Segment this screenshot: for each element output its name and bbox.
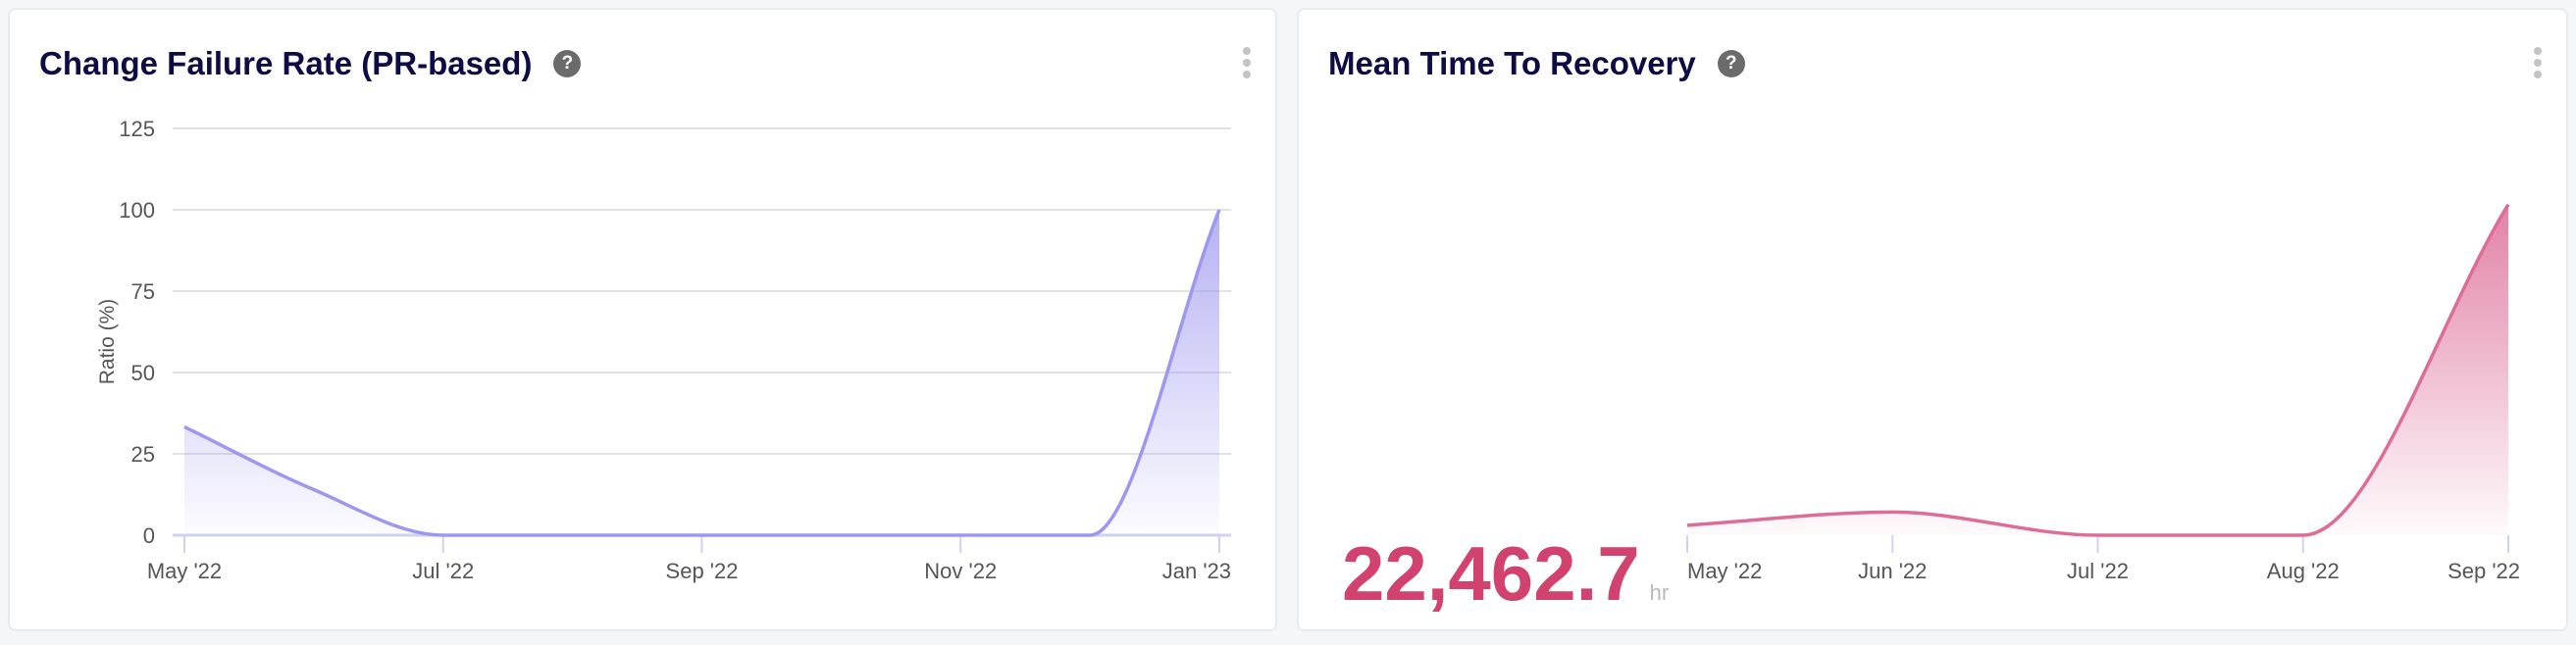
y-tick-label: 25 xyxy=(131,442,155,467)
y-tick-label: 50 xyxy=(131,361,155,385)
more-options-icon[interactable] xyxy=(2533,47,2543,78)
x-tick-label: May '22 xyxy=(1687,559,1762,583)
more-options-icon[interactable] xyxy=(1242,47,1252,78)
y-tick-label: 75 xyxy=(131,279,155,304)
series-line xyxy=(183,209,1221,537)
x-tick-label: Jan '23 xyxy=(1162,559,1231,583)
y-tick-label: 125 xyxy=(119,117,155,141)
y-axis-label: Ratio (%) xyxy=(96,299,119,385)
x-tick-label: Nov '22 xyxy=(924,559,997,583)
x-tick-label: Sep '22 xyxy=(2447,559,2520,583)
card-title-text: Mean Time To Recovery xyxy=(1328,45,1696,81)
x-tick-label: Aug '22 xyxy=(2267,559,2340,583)
help-icon[interactable]: ? xyxy=(553,50,582,77)
summary-value: 22,462.7 xyxy=(1342,530,1640,617)
series-line xyxy=(1686,203,2510,537)
x-tick-label: May '22 xyxy=(147,559,222,583)
x-tick-label: Jul '22 xyxy=(2067,559,2129,583)
x-tick-label: Jun '22 xyxy=(1858,559,1927,583)
card-title-text: Change Failure Rate (PR-based) xyxy=(39,45,533,81)
summary-metric: 22,462.7 hr xyxy=(1342,529,1669,619)
card-title: Mean Time To Recovery ? xyxy=(1328,45,1745,82)
change-failure-rate-chart: 0 25 50 75 100 125 Ratio (%) May '22 Jul '22 Sep … xyxy=(96,117,1231,583)
card-title: Change Failure Rate (PR-based) ? xyxy=(39,45,582,82)
mean-time-to-recovery-chart: May '22 Jun '22 Jul '22 Aug '22 Sep '22 xyxy=(1686,203,2520,583)
x-tick-label: Sep '22 xyxy=(666,559,739,583)
summary-unit: hr xyxy=(1649,580,1670,605)
help-icon[interactable]: ? xyxy=(1717,50,1745,77)
series-area xyxy=(1687,204,2508,535)
x-tick-label: Jul '22 xyxy=(412,559,474,583)
y-tick-label: 100 xyxy=(119,198,155,223)
y-tick-label: 0 xyxy=(143,523,155,548)
series-area xyxy=(184,210,1219,535)
mean-time-to-recovery-card: Mean Time To Recovery ? 22,462.7 hr May … xyxy=(1297,8,2568,631)
change-failure-rate-card: Change Failure Rate (PR-based) ? 0 25 50 75… xyxy=(8,8,1277,631)
